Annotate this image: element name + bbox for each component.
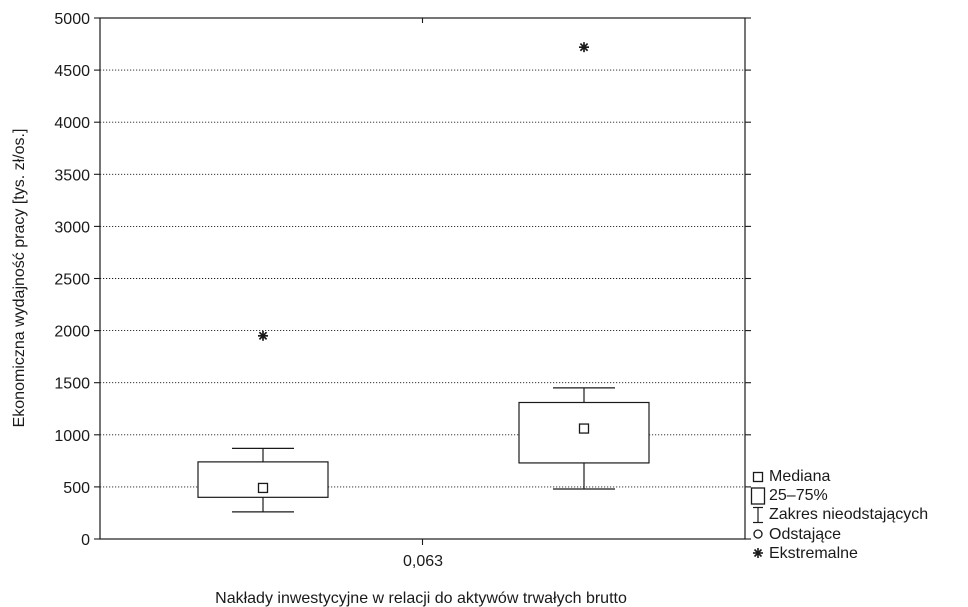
y-tick-label: 500: [63, 480, 90, 497]
y-tick-label: 0: [81, 532, 90, 549]
box-group: [197, 330, 329, 513]
y-tick-label: 4000: [54, 115, 90, 132]
legend-label: Ekstremalne: [769, 544, 858, 562]
extreme-point: [258, 330, 268, 341]
y-tick-label: 5000: [54, 11, 90, 28]
y-tick-label: 3500: [54, 167, 90, 184]
y-tick-label: 1500: [54, 376, 90, 393]
median-marker: [578, 423, 590, 434]
legend-square-icon: [750, 471, 766, 483]
y-tick-label: 2500: [54, 272, 90, 289]
y-tick-label: 3000: [54, 219, 90, 236]
legend-item-extreme: Ekstremalne: [750, 544, 928, 563]
box-group: [518, 42, 650, 490]
y-tick-label: 2000: [54, 324, 90, 341]
legend-label: 25–75%: [769, 487, 828, 505]
legend-label: Odstające: [769, 525, 842, 543]
legend-whisker-icon: [750, 506, 766, 524]
legend-item-median: Mediana: [750, 467, 928, 486]
y-axis-title: Ekonomiczna wydajność pracy [tys. zł/os.…: [11, 129, 28, 428]
x-threshold-label: 0,063: [403, 553, 443, 570]
median-marker: [257, 482, 269, 494]
legend-circle-icon: [750, 528, 766, 540]
y-axis-ticks: 0 500 1000 1500 2000 2500 3000 3500 4000 4500 5000: [54, 11, 751, 549]
legend-rectangle-icon: [750, 487, 766, 505]
extreme-point: [579, 42, 589, 53]
legend-item-outlier: Odstające: [750, 525, 928, 544]
boxes: [197, 42, 650, 513]
y-tick-label: 4500: [54, 63, 90, 80]
legend-item-iqr: 25–75%: [750, 486, 928, 505]
legend-label: Mediana: [769, 468, 831, 485]
legend-item-whisker: Zakres nieodstających: [750, 505, 928, 524]
legend: Mediana 25–75% Zakres nieodstających Ods…: [750, 467, 928, 563]
x-axis-title: Nakłady inwestycyjne w relacji do aktywó…: [215, 590, 627, 607]
legend-asterisk-icon: [750, 547, 766, 559]
y-tick-label: 1000: [54, 428, 90, 445]
legend-label: Zakres nieodstających: [769, 506, 929, 524]
